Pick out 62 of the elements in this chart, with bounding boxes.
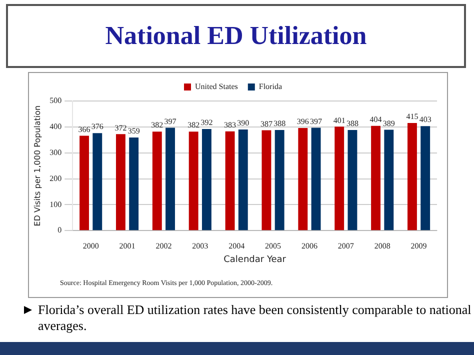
x-tick-label: 2003 xyxy=(192,241,208,250)
bar xyxy=(202,128,212,230)
x-tick-label: 2009 xyxy=(410,241,427,250)
data-label: 376 xyxy=(91,122,104,132)
data-label: 366 xyxy=(78,124,90,134)
data-label: 389 xyxy=(382,118,395,128)
data-label: 404 xyxy=(370,114,382,124)
bar xyxy=(225,131,235,230)
data-label: 382 xyxy=(188,120,200,130)
bar xyxy=(116,134,126,230)
legend-label: United States xyxy=(195,82,238,92)
bar xyxy=(129,138,139,230)
bar xyxy=(166,128,175,230)
bar xyxy=(274,130,284,230)
bar xyxy=(80,136,89,230)
data-label: 390 xyxy=(237,118,250,128)
bar xyxy=(92,133,102,230)
y-tick-label: 300 xyxy=(50,148,62,157)
bar xyxy=(348,130,358,230)
bar xyxy=(420,126,430,230)
data-label: 387 xyxy=(260,119,272,128)
data-label: 388 xyxy=(346,119,358,128)
x-axis-title: Calendar Year xyxy=(224,254,286,265)
chart-title: National ED Utilization xyxy=(6,4,466,68)
bar xyxy=(262,130,272,230)
data-label: 397 xyxy=(310,116,322,126)
x-tick-label: 2002 xyxy=(156,241,172,250)
bar xyxy=(298,128,308,230)
x-tick-label: 2007 xyxy=(338,241,354,250)
data-label: 382 xyxy=(151,120,164,130)
data-label: 401 xyxy=(333,116,346,125)
data-label: 415 xyxy=(406,112,418,122)
y-axis-title: ED Visits per 1,000 Population xyxy=(32,105,42,226)
bar xyxy=(188,132,198,230)
x-tick-label: 2006 xyxy=(301,241,318,250)
bar xyxy=(334,126,344,230)
text: Florida’s overall ED utilization rates have been consistently comparable to national averages. xyxy=(38,302,472,333)
bar xyxy=(384,130,394,230)
bar xyxy=(152,132,162,230)
legend-label: Florida xyxy=(258,82,282,92)
data-label: 392 xyxy=(200,118,213,128)
y-tick-label: 400 xyxy=(50,122,62,132)
data-label: 388 xyxy=(274,119,286,128)
x-tick-label: 2001 xyxy=(119,241,136,250)
x-tick-label: 2005 xyxy=(265,241,282,250)
x-tick-label: 2008 xyxy=(374,241,390,250)
x-tick-label: 2000 xyxy=(82,241,99,250)
y-tick-label: 0 xyxy=(58,226,62,235)
data-label: 396 xyxy=(296,117,309,126)
data-label: 359 xyxy=(128,126,140,136)
data-label: 403 xyxy=(419,115,432,124)
data-label: 397 xyxy=(164,116,176,126)
data-label: 383 xyxy=(224,120,236,130)
y-tick-label: 200 xyxy=(50,174,62,183)
x-tick-label: 2004 xyxy=(228,241,245,250)
y-tick-label: 500 xyxy=(50,96,62,106)
data-label: 372 xyxy=(114,123,127,132)
bar xyxy=(311,128,321,230)
bar xyxy=(238,130,248,230)
bar xyxy=(371,126,381,230)
y-tick-label: 100 xyxy=(50,200,62,209)
bar xyxy=(408,123,417,230)
